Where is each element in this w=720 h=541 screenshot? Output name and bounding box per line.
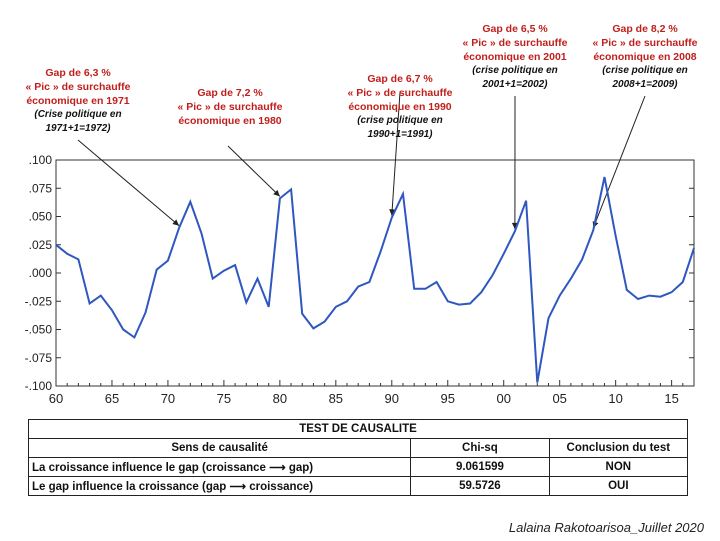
header-chisq: Chi-sq [410, 438, 550, 458]
table-title-row: TEST DE CAUSALITE [28, 419, 688, 439]
table-title: TEST DE CAUSALITE [28, 419, 688, 439]
y-tick-label: -.075 [25, 351, 53, 365]
x-tick-label: 00 [496, 391, 510, 406]
causality-table: TEST DE CAUSALITE Sens de causalité Chi-… [27, 419, 689, 496]
annotation-2008: Gap de 8,2 % « Pic » de surchauffe écono… [592, 23, 698, 90]
header-conclusion: Conclusion du test [548, 438, 689, 458]
row-sens: La croissance influence le gap (croissan… [27, 457, 412, 477]
x-tick-label: 15 [664, 391, 678, 406]
table-row: Le gap influence la croissance (gap ⟶ cr… [27, 476, 689, 496]
row-chisq: 59.5726 [410, 476, 550, 496]
arrow-head-icon [172, 219, 180, 226]
annotation-2001: Gap de 6,5 % « Pic » de surchauffe écono… [462, 23, 568, 90]
annotation-arrow [77, 139, 180, 227]
plot-frame [55, 159, 695, 387]
y-tick-label: .050 [29, 210, 53, 224]
x-tick-label: 60 [49, 391, 63, 406]
x-tick-label: 75 [217, 391, 231, 406]
gap-chart: .100 .075 .050 .025 .000 -.025 -.050 -.075 -.100… [25, 91, 695, 406]
y-tick-label: .025 [29, 238, 53, 252]
y-tick-label: -.025 [25, 294, 53, 308]
y-tick-label: -.100 [25, 379, 53, 393]
row-chisq: 9.061599 [410, 457, 550, 477]
y-tick-label: .100 [29, 153, 53, 167]
x-tick-label: 70 [161, 391, 175, 406]
gap-series-line [55, 176, 695, 383]
arrow-head-icon [273, 189, 280, 197]
signature: Lalaina Rakotoarisoa_Juillet 2020 [508, 520, 704, 535]
table-row: La croissance influence le gap (croissan… [27, 457, 689, 477]
y-tick-label: -.050 [25, 323, 53, 337]
annotation-arrow [592, 95, 646, 229]
x-tick-label: 65 [105, 391, 119, 406]
x-tick-label: 05 [552, 391, 566, 406]
x-tick-label: 85 [329, 391, 343, 406]
arrow-icon: ⟶ [269, 462, 286, 474]
x-tick-label: 80 [273, 391, 287, 406]
annotation-arrow [391, 91, 401, 216]
header-sens: Sens de causalité [27, 438, 412, 458]
y-tick-label: .000 [29, 266, 53, 280]
x-tick-label: 90 [385, 391, 399, 406]
y-tick-label: .075 [29, 181, 53, 195]
annotation-1980: Gap de 7,2 % « Pic » de surchauffe écono… [177, 87, 283, 127]
table-header-row: Sens de causalité Chi-sq Conclusion du t… [27, 438, 689, 458]
row-sens: Le gap influence la croissance (gap ⟶ cr… [27, 476, 412, 496]
annotation-arrow [227, 145, 281, 197]
x-tick-label: 10 [608, 391, 622, 406]
row-conclusion: OUI [548, 476, 689, 496]
annotation-1971: Gap de 6,3 % « Pic » de surchauffe écono… [25, 67, 131, 134]
row-conclusion: NON [548, 457, 689, 477]
annotation-1990: Gap de 6,7 % « Pic » de surchauffe écono… [347, 73, 453, 140]
arrow-head-icon [389, 209, 396, 216]
x-tick-label: 95 [441, 391, 455, 406]
arrow-icon: ⟶ [229, 481, 247, 493]
